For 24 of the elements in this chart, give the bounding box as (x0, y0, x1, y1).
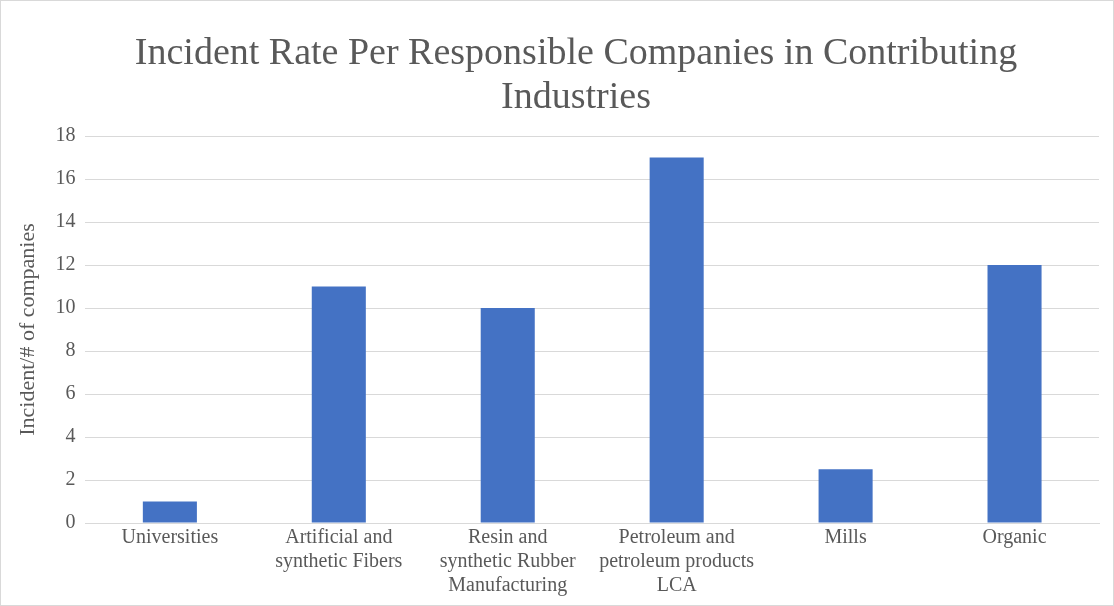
bar (987, 265, 1042, 523)
x-tick-label: Universities (121, 525, 219, 548)
bar (480, 308, 535, 523)
y-tick-label: 4 (65, 424, 76, 447)
y-tick-label: 0 (65, 510, 76, 533)
x-tick-label: Resin and synthetic Rubber Manufacturing (439, 525, 577, 597)
y-tick-label: 18 (55, 123, 76, 146)
bar (818, 469, 873, 523)
y-axis-title: Incident/# of companies (13, 223, 39, 436)
y-tick-label: 6 (65, 381, 76, 404)
x-tick-label: Mills (824, 525, 867, 548)
y-tick-label: 14 (55, 209, 76, 232)
y-tick-label: 8 (65, 338, 76, 361)
y-tick-label: 12 (55, 252, 76, 275)
y-tick-label: 16 (55, 166, 76, 189)
bar (142, 501, 197, 523)
y-tick-label: 10 (55, 295, 76, 318)
x-tick-label: Artificial and synthetic Fibers (275, 525, 403, 573)
y-tick-label: 2 (65, 467, 76, 490)
chart-title: Incident Rate Per Responsible Companies in Contributing Industries (133, 29, 1019, 117)
x-tick-label: Petroleum and petroleum products LCA (599, 525, 755, 596)
x-tick-label: Organic (982, 525, 1047, 549)
bar (649, 157, 704, 523)
bar (311, 286, 366, 523)
